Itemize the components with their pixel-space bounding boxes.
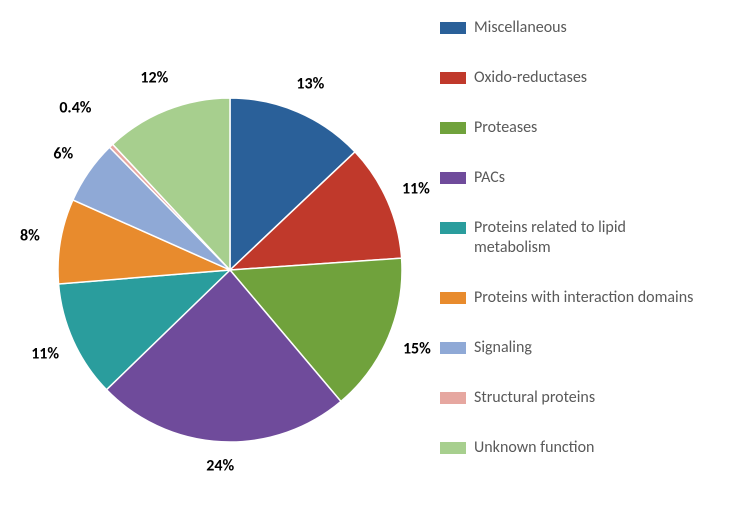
legend-label: Proteases — [474, 118, 537, 138]
slice-label: 11% — [31, 344, 59, 363]
slice-label: 0.4% — [59, 99, 91, 118]
legend-item: Signaling — [440, 338, 720, 358]
legend-label: Oxido-reductases — [474, 68, 587, 88]
legend-swatch — [440, 342, 466, 354]
legend-item: PACs — [440, 168, 720, 188]
legend-item: Proteins related to lipid metabolism — [440, 218, 720, 258]
legend-item: Miscellaneous — [440, 18, 720, 38]
slice-label: 8% — [20, 226, 40, 245]
legend-swatch — [440, 442, 466, 454]
slice-label: 13% — [296, 74, 324, 93]
slice-label: 11% — [402, 179, 430, 198]
legend-swatch — [440, 122, 466, 134]
legend-item: Oxido-reductases — [440, 68, 720, 88]
legend: Miscellaneous Oxido-reductases Proteases PA… — [440, 18, 720, 488]
legend-label: Miscellaneous — [474, 18, 567, 38]
legend-item: Structural proteins — [440, 388, 720, 408]
legend-swatch — [440, 72, 466, 84]
slice-label: 15% — [403, 340, 431, 359]
legend-label: Unknown function — [474, 438, 594, 458]
legend-swatch — [440, 22, 466, 34]
legend-label: Proteins with interaction domains — [474, 288, 693, 308]
legend-label: PACs — [474, 168, 505, 188]
slice-label: 12% — [140, 68, 168, 87]
legend-item: Proteases — [440, 118, 720, 138]
legend-swatch — [440, 172, 466, 184]
legend-item: Unknown function — [440, 438, 720, 458]
slice-label: 6% — [53, 145, 73, 164]
legend-swatch — [440, 292, 466, 304]
pie-chart: 13%11%15%24%11%8%6%0.4%12% — [30, 20, 430, 500]
pie-svg — [30, 20, 430, 500]
legend-label: Structural proteins — [474, 388, 595, 408]
legend-swatch — [440, 392, 466, 404]
legend-label: Proteins related to lipid metabolism — [474, 218, 704, 258]
legend-label: Signaling — [474, 338, 532, 358]
legend-swatch — [440, 222, 466, 234]
legend-item: Proteins with interaction domains — [440, 288, 720, 308]
slice-label: 24% — [206, 456, 234, 475]
